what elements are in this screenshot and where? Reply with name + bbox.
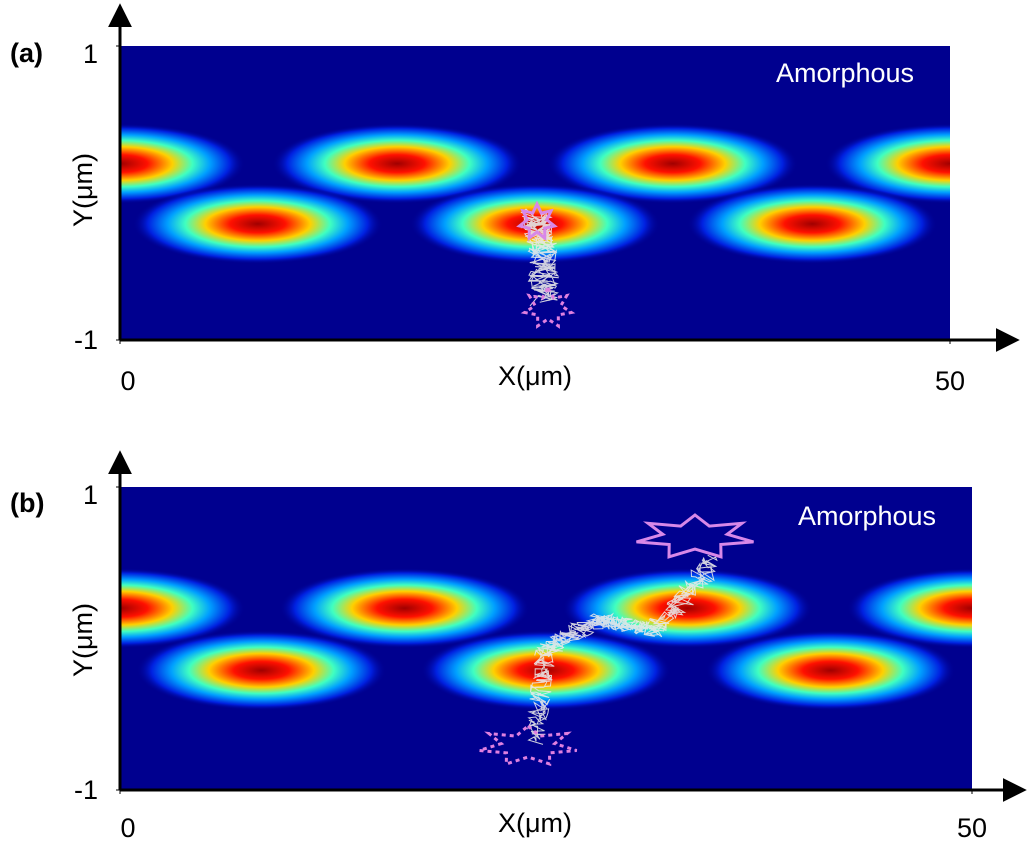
panel-label: (b) [10,488,44,518]
end-marker [516,200,558,242]
x-tick-label: 50 [957,813,987,843]
intensity-spot [687,183,938,264]
intensity-spot [120,568,245,649]
annotation: Amorphous [776,58,914,88]
y-tick-label: 1 [83,39,98,69]
y-axis-label: Y(μm) [68,153,98,227]
y-tick-label: 1 [83,480,98,510]
intensity-spot [272,123,523,204]
end-marker [636,513,754,559]
trajectory [526,554,718,745]
annotation: Amorphous [798,501,936,531]
intensity-spot [825,123,950,204]
trajectory [520,208,560,307]
intensity-spot [705,630,956,711]
x-axis-label: X(μm) [498,808,572,838]
y-axis-label: Y(μm) [68,603,98,677]
intensity-spot [120,123,245,204]
intensity-spot [279,568,530,649]
intensity-spot [132,183,383,264]
plot-area [120,46,950,340]
y-tick-label: -1 [74,325,98,355]
y-tick-label: -1 [74,775,98,805]
x-tick-label: 0 [120,813,135,843]
panel: (b) Amorphous X(μm) Y(μm) -1 1 0 50 [10,450,1027,843]
plot-area [120,487,972,790]
x-tick-label: 50 [935,366,965,396]
intensity-spot [847,568,972,649]
x-tick-label: 0 [120,366,135,396]
intensity-spot [136,630,387,711]
panel: (a) Amorphous X(μm) Y(μm) -1 1 0 50 [10,3,1020,396]
x-axis-label: X(μm) [498,361,572,391]
start-marker [478,724,578,767]
panel-label: (a) [10,38,43,68]
intensity-spot [547,123,798,204]
